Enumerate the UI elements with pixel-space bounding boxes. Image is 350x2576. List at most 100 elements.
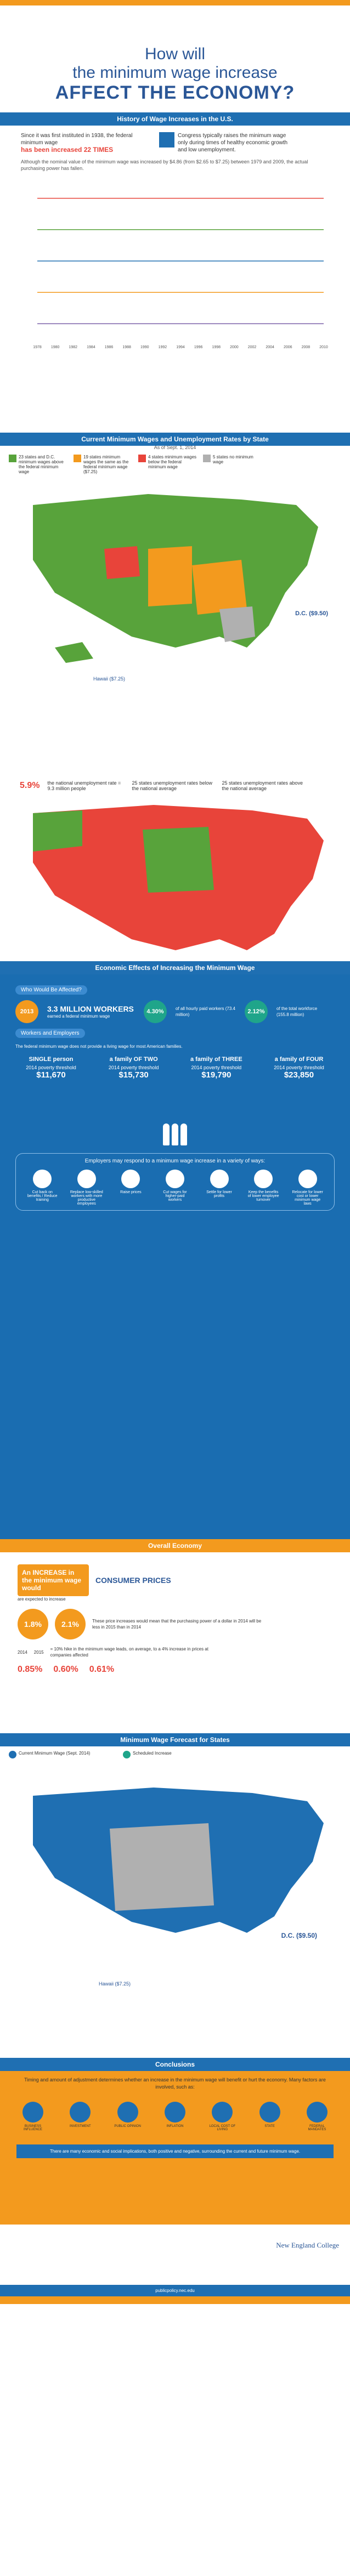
legend-swatch	[74, 455, 81, 462]
way-label: Cut wages for higher-paid workers	[163, 1190, 187, 1202]
person-icon	[180, 1124, 187, 1145]
factor-icon	[212, 2102, 233, 2123]
history-note: Although the nominal value of the minimu…	[21, 159, 308, 171]
x-tick-label: 1994	[176, 345, 185, 349]
forecast-band: Minimum Wage Forecast for States	[0, 1733, 350, 1746]
way-label: Cut back on benefits / Reduce training	[27, 1190, 58, 1202]
x-tick-label: 1986	[105, 345, 114, 349]
legend-label: 4 states minimum wages below the federal…	[148, 455, 197, 469]
map2-green	[143, 827, 214, 893]
x-tick-label: 1988	[122, 345, 131, 349]
p2-badge: 2.12%	[245, 1000, 268, 1023]
stat-3: 0.61%	[89, 1665, 115, 1674]
map-central	[148, 546, 192, 606]
bottom-bar	[0, 2296, 350, 2304]
map2-nw	[33, 810, 82, 852]
factor-icon	[306, 2102, 328, 2123]
factor-item: INFLATION	[159, 2102, 191, 2131]
way-item: Relocate for lower cost or lower minimum…	[291, 1170, 324, 1206]
respond-text: Employers may respond to a minimum wage …	[84, 1158, 266, 1164]
capitol-icon	[159, 132, 174, 147]
x-tick-label: 1980	[51, 345, 60, 349]
hero-line2: the minimum wage increase	[72, 64, 278, 82]
factor-icon	[117, 2102, 138, 2123]
ways-list: Cut back on benefits / Reduce training Re…	[20, 1170, 330, 1206]
way-item: Keep the benefits of lower employee turn…	[247, 1170, 280, 1206]
rates-band: Current Minimum Wages and Unemployment R…	[0, 433, 350, 446]
stat-2: 0.60%	[53, 1665, 78, 1674]
family-col: a family of FOUR 2014 poverty threshold $2…	[263, 1056, 335, 1080]
x-tick-label: 1992	[159, 345, 167, 349]
x-tick-label: 2002	[248, 345, 257, 349]
econ-section: Who Would Be Affected? 2013 3.3 MILLION …	[0, 974, 350, 1539]
way-label: Relocate for lower cost or lower minimum…	[292, 1190, 323, 1206]
factor-label: LOCAL COST OF LIVING	[209, 2125, 236, 2131]
p1-sub: of all hourly paid workers (73.4 million…	[176, 1006, 235, 1017]
rates-sub: As of Sept. 1, 2014	[154, 445, 196, 450]
conclusions-section: Timing and amount of adjustment determin…	[0, 2071, 350, 2225]
family-title: a family OF TWO	[109, 1056, 158, 1063]
family-threshold-value: $23,850	[284, 1070, 314, 1080]
factor-label: BUSINESS INFLUENCE	[23, 2125, 42, 2131]
people-illustration	[15, 1080, 335, 1145]
family-title: a family of THREE	[190, 1056, 242, 1063]
factor-item: BUSINESS INFLUENCE	[16, 2102, 49, 2131]
top-bar	[0, 0, 350, 5]
y1-label: 2014	[18, 1649, 27, 1655]
factor-icon	[259, 2102, 280, 2123]
way-item: Cut back on benefits / Reduce training	[26, 1170, 59, 1206]
y2-label: 2015	[33, 1649, 44, 1655]
cp-sub: are expected to increase	[18, 1597, 66, 1602]
family-threshold-label: 2014 poverty threshold	[274, 1065, 324, 1070]
overall-text2: = 10% hike in the minimum wage leads, on…	[50, 1647, 208, 1658]
forecast-section: Current Minimum Wage (Sept. 2014) Schedu…	[0, 1751, 350, 2058]
above-text: 25 states unemployment rates below the n…	[132, 780, 213, 791]
x-tick-label: 2010	[319, 345, 328, 349]
x-tick-label: 2008	[302, 345, 311, 349]
footer-url[interactable]: publicpolicy.nec.edu	[0, 2285, 350, 2296]
p1-badge: 4.30%	[144, 1000, 167, 1023]
x-tick-label: 1978	[33, 345, 42, 349]
way-item: Cut wages for higher-paid workers	[159, 1170, 191, 1206]
legend-label: 19 states minimum wages the same as the …	[83, 455, 129, 474]
overall-section: An INCREASE in the minimum wage would CO…	[0, 1552, 350, 1733]
p2-sub: of the total workforce (155.8 million)	[276, 1006, 318, 1017]
family-col: a family of THREE 2014 poverty threshold $…	[180, 1056, 252, 1080]
unemp-value: 5.9%	[20, 781, 40, 790]
factor-icon	[164, 2102, 185, 2123]
history-intro: Since it was first instituted in 1938, t…	[21, 132, 153, 154]
current-swatch	[9, 1751, 16, 1758]
intro-c: Congress typically raises the minimum wa…	[178, 133, 288, 153]
rates-legend: 23 states and D.C. minimum wages above t…	[9, 455, 341, 474]
family-columns: SINGLE person 2014 poverty threshold $11,6…	[15, 1056, 335, 1080]
way-label: Raise prices	[120, 1190, 142, 1194]
forecast-dc: D.C. ($9.50)	[281, 1932, 317, 1939]
legend-label: 23 states and D.C. minimum wages above t…	[19, 455, 64, 474]
legend-swatch	[138, 455, 146, 462]
way-icon	[121, 1170, 140, 1188]
x-tick-label: 1998	[212, 345, 221, 349]
factor-item: FEDERAL MANDATES	[301, 2102, 334, 2131]
intro-a: Since it was first instituted in 1938, t…	[21, 133, 133, 146]
wage-history-chart: 1978 1980 1982 1984 1986 1988 1990 1992 1994 1996…	[33, 197, 328, 349]
we-pill: Workers and Employers	[15, 1029, 85, 1038]
way-icon	[165, 1170, 184, 1188]
legend-label: 5 states no minimum wage	[213, 455, 253, 464]
map-red-state	[104, 546, 140, 579]
factor-label: INFLATION	[166, 2125, 184, 2128]
we-sub: The federal minimum wage does not provid…	[15, 1044, 183, 1049]
x-tick-label: 1982	[69, 345, 77, 349]
way-label: Settle for lower profits	[206, 1190, 232, 1198]
family-threshold-label: 2014 poverty threshold	[26, 1065, 76, 1070]
forecast-grey	[110, 1823, 214, 1911]
factor-label: STATE	[264, 2125, 275, 2128]
way-item: Raise prices	[114, 1170, 147, 1206]
cp-title: CONSUMER PRICES	[95, 1576, 171, 1585]
family-threshold-label: 2014 poverty threshold	[191, 1065, 242, 1070]
year-badge: 2013	[15, 1000, 38, 1023]
history-band: History of Wage Increases in the U.S.	[0, 112, 350, 126]
way-icon	[254, 1170, 273, 1188]
family-threshold-label: 2014 poverty threshold	[108, 1065, 159, 1070]
unemp-map	[0, 797, 350, 961]
who-pill: Who Would Be Affected?	[15, 985, 87, 995]
